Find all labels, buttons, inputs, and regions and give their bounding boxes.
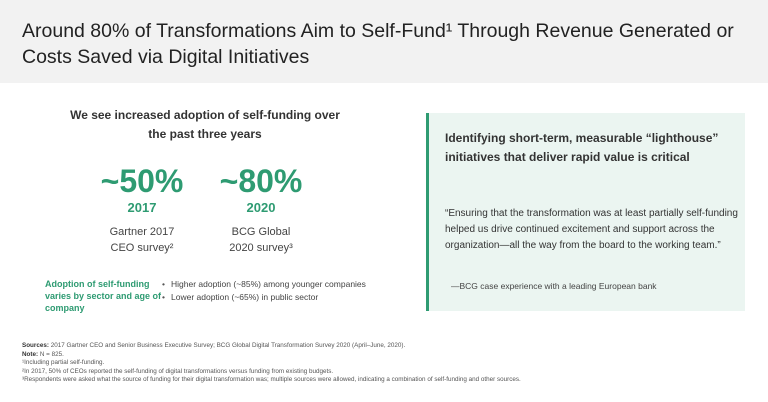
list-item-text: Lower adoption (~65%) in public sector [171,292,319,302]
stat-year: 2017 [127,200,157,215]
panel-heading: Identifying short-term, measurable “ligh… [445,131,719,164]
header-band: Around 80% of Transformations Aim to Sel… [0,0,768,83]
quote-panel: Identifying short-term, measurable “ligh… [426,113,745,311]
sources-text: 2017 Gartner CEO and Senior Business Exe… [50,342,406,349]
stat-value: ~50% [100,163,184,199]
note-label: Note: [22,350,39,358]
note-line: Note: N = 825. [22,351,752,360]
panel-quote: “Ensuring that the transformation was at… [445,208,738,251]
sources-line: Sources: 2017 Gartner CEO and Senior Bus… [22,342,752,351]
adoption-label: Adoption of self-funding varies by secto… [45,279,162,313]
stat-2017: ~50% 2017 Gartner 2017 CEO survey² [72,162,212,256]
panel-attribution: —BCG case experience with a leading Euro… [451,281,657,291]
sources-label: Sources: [22,342,49,349]
footnote-2: ²In 2017, 50% of CEOs reported the self-… [22,367,334,375]
list-item-text: Higher adoption (~85%) among younger com… [171,279,366,289]
list-item: Lower adoption (~65%) in public sector [162,291,412,304]
stat-2020: ~80% 2020 BCG Global 2020 survey³ [191,162,331,256]
stat-source: BCG Global 2020 survey³ [191,224,331,256]
stat-source-line: BCG Global [231,226,291,238]
adoption-list: Higher adoption (~85%) among younger com… [162,278,412,304]
stat-source-line: Gartner 2017 [109,226,175,238]
footnote-1: ¹Including partial self-funding. [22,359,105,367]
list-item: Higher adoption (~85%) among younger com… [162,278,412,291]
slide-title: Around 80% of Transformations Aim to Sel… [22,20,734,68]
stat-year: 2020 [246,200,276,215]
stat-source-line: CEO survey² [110,242,174,254]
stat-source: Gartner 2017 CEO survey² [72,224,212,256]
note-text: N = 825. [39,350,64,358]
footnotes: Sources: 2017 Gartner CEO and Senior Bus… [22,342,752,385]
stat-source-line: 2020 survey³ [229,242,293,254]
stat-value: ~80% [219,163,303,199]
footnote-3: ³Respondents were asked what the source … [22,376,521,384]
left-subtitle: We see increased adoption of self-fundin… [70,108,340,141]
